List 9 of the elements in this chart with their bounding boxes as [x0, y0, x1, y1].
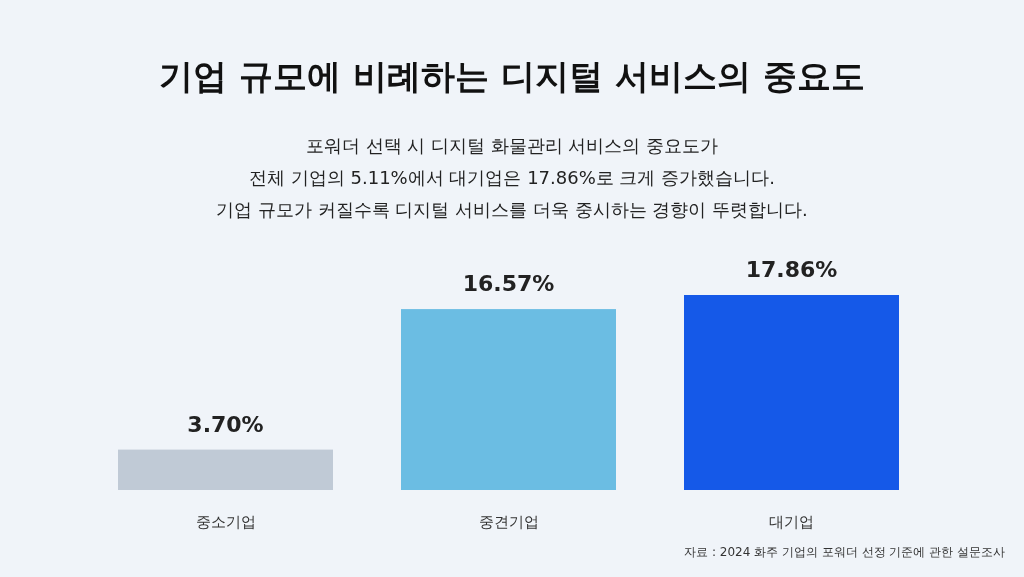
x-tick-label: 중견기업 [478, 513, 539, 531]
data-label: 3.70% [187, 411, 264, 437]
x-tick-label: 대기업 [769, 513, 814, 531]
data-label: 17.86% [745, 257, 838, 282]
x-tick-label: 중소기업 [195, 513, 256, 531]
text: 자료 : 2024 화주 기업의 포워더 선정 기준에 관한 설문조사 [684, 545, 1005, 559]
chart-subtitle: 포워더 선택 시 디지털 화물관리 서비스의 중요도가 전체 기업의 5.11%에서 대기업은 17.86%로 크게 증가했습니다. 기업 규모가 커질수록 디지털 서비스를 더욱 중시하는 경향이 뚜렷합니다. [216, 135, 808, 220]
chart-title: 기업 규모에 비례하는 디지털 서비스의 중요도 [159, 56, 865, 96]
data-label: 16.57% [462, 271, 555, 297]
